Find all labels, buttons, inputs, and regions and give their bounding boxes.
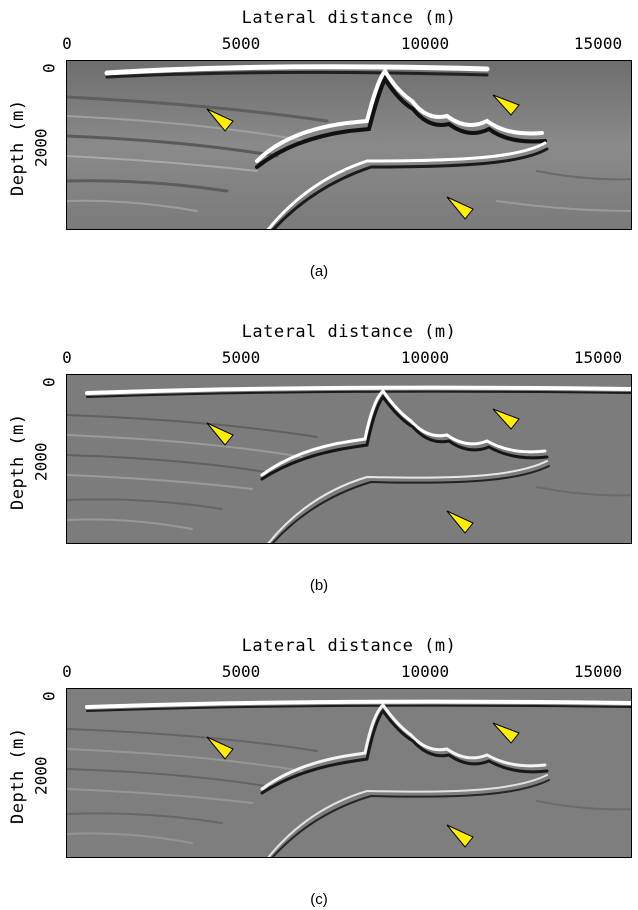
x-tick-label: 0 <box>62 34 72 53</box>
x-axis-title: Lateral distance (m) <box>241 636 457 656</box>
y-tick-label: 0 <box>39 63 59 73</box>
x-axis-title: Lateral distance (m) <box>241 8 457 28</box>
x-tick-label: 10000 <box>400 662 450 681</box>
caption: (b) <box>309 577 329 594</box>
x-tick-label: 10000 <box>400 348 450 367</box>
caption: (a) <box>309 263 329 280</box>
yellow-triangle-arrow-icon <box>446 824 474 848</box>
yellow-triangle-arrow-icon <box>446 510 474 534</box>
x-tick-label: 15000 <box>573 662 623 681</box>
yellow-triangle-arrow-icon <box>492 94 520 116</box>
seismic-image <box>66 60 632 230</box>
x-tick-label: 0 <box>62 662 72 681</box>
seismic-image <box>66 688 632 858</box>
x-tick-label: 5000 <box>221 662 261 681</box>
y-axis-title: Depth (m) <box>8 727 28 824</box>
yellow-triangle-arrow-icon <box>206 108 234 132</box>
y-tick-label: 2000 <box>31 442 51 481</box>
x-tick-label: 10000 <box>400 34 450 53</box>
yellow-triangle-arrow-icon <box>492 722 520 744</box>
y-tick-label: 0 <box>39 377 59 387</box>
yellow-triangle-arrow-icon <box>446 196 474 220</box>
caption: (c) <box>310 891 328 908</box>
x-tick-label: 5000 <box>221 348 261 367</box>
y-axis-title: Depth (m) <box>8 99 28 196</box>
x-axis-title: Lateral distance (m) <box>241 322 457 342</box>
y-tick-label: 2000 <box>31 128 51 167</box>
y-tick-label: 2000 <box>31 756 51 795</box>
x-tick-label: 15000 <box>573 34 623 53</box>
x-tick-label: 0 <box>62 348 72 367</box>
y-axis-title: Depth (m) <box>8 413 28 510</box>
seismic-image <box>66 374 632 544</box>
yellow-triangle-arrow-icon <box>206 736 234 760</box>
x-tick-label: 15000 <box>573 348 623 367</box>
yellow-triangle-arrow-icon <box>206 422 234 446</box>
y-tick-label: 0 <box>39 691 59 701</box>
x-tick-label: 5000 <box>221 34 261 53</box>
yellow-triangle-arrow-icon <box>492 408 520 430</box>
